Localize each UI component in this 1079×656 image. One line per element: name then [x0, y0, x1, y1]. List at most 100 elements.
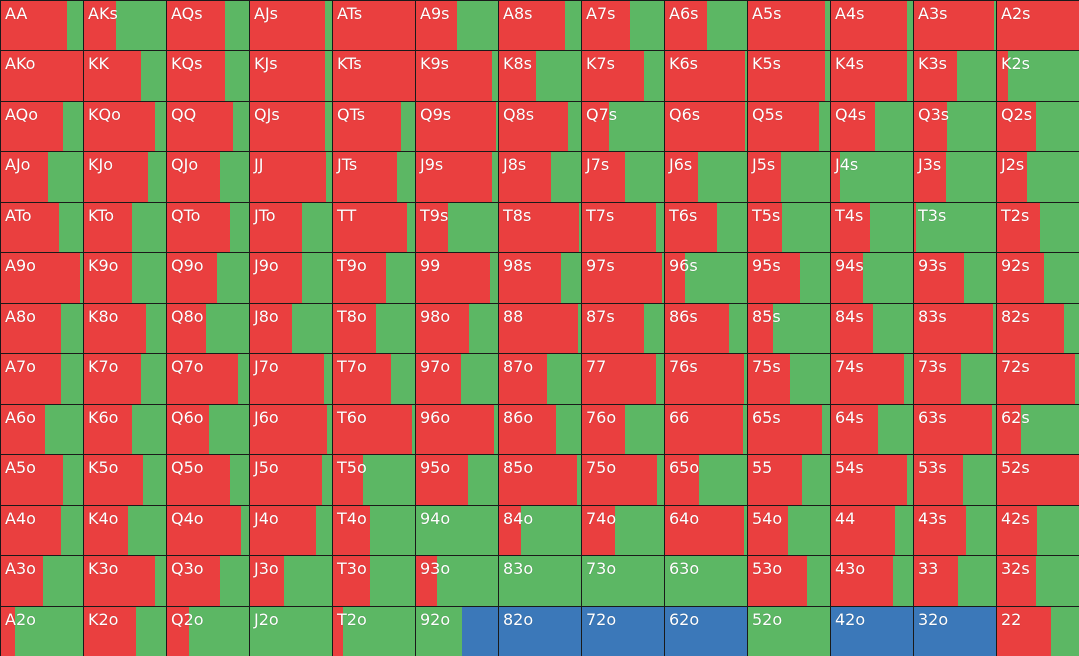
hand-cell[interactable]: K5s	[748, 51, 830, 101]
hand-cell[interactable]: KK	[84, 51, 166, 101]
hand-cell[interactable]: T9o	[333, 253, 415, 303]
hand-cell[interactable]: 72s	[997, 354, 1079, 404]
hand-cell[interactable]: ATo	[1, 203, 83, 252]
hand-cell[interactable]: QTo	[167, 203, 249, 252]
hand-cell[interactable]: J2o	[250, 607, 332, 656]
hand-cell[interactable]: JJ	[250, 152, 332, 202]
hand-cell[interactable]: JTo	[250, 203, 332, 252]
hand-cell[interactable]: 86o	[499, 405, 581, 454]
hand-cell[interactable]: 83o	[499, 556, 581, 606]
hand-cell[interactable]: 54s	[831, 455, 913, 505]
hand-cell[interactable]: 83s	[914, 304, 996, 353]
hand-cell[interactable]: K5o	[84, 455, 166, 505]
hand-cell[interactable]: J6s	[665, 152, 747, 202]
hand-cell[interactable]: QJs	[250, 102, 332, 151]
hand-cell[interactable]: QTs	[333, 102, 415, 151]
hand-cell[interactable]: T2s	[997, 203, 1079, 252]
hand-cell[interactable]: 43o	[831, 556, 913, 606]
hand-cell[interactable]: Q9o	[167, 253, 249, 303]
hand-cell[interactable]: K9s	[416, 51, 498, 101]
hand-cell[interactable]: 52o	[748, 607, 830, 656]
hand-cell[interactable]: Q4o	[167, 506, 249, 555]
hand-cell[interactable]: AQs	[167, 1, 249, 50]
hand-cell[interactable]: J5s	[748, 152, 830, 202]
hand-cell[interactable]: Q5s	[748, 102, 830, 151]
hand-cell[interactable]: 92s	[997, 253, 1079, 303]
hand-cell[interactable]: A2s	[997, 1, 1079, 50]
hand-cell[interactable]: 86s	[665, 304, 747, 353]
hand-cell[interactable]: 97o	[416, 354, 498, 404]
hand-cell[interactable]: Q2o	[167, 607, 249, 656]
hand-cell[interactable]: TT	[333, 203, 415, 252]
hand-cell[interactable]: KTo	[84, 203, 166, 252]
hand-cell[interactable]: 93o	[416, 556, 498, 606]
hand-cell[interactable]: T5s	[748, 203, 830, 252]
hand-cell[interactable]: 76s	[665, 354, 747, 404]
hand-cell[interactable]: QQ	[167, 102, 249, 151]
hand-cell[interactable]: A4o	[1, 506, 83, 555]
hand-cell[interactable]: AQo	[1, 102, 83, 151]
hand-cell[interactable]: Q8s	[499, 102, 581, 151]
hand-cell[interactable]: J6o	[250, 405, 332, 454]
hand-cell[interactable]: T7s	[582, 203, 664, 252]
hand-cell[interactable]: 22	[997, 607, 1079, 656]
hand-cell[interactable]: T3s	[914, 203, 996, 252]
hand-cell[interactable]: J9s	[416, 152, 498, 202]
hand-cell[interactable]: T6o	[333, 405, 415, 454]
hand-cell[interactable]: J9o	[250, 253, 332, 303]
hand-cell[interactable]: T3o	[333, 556, 415, 606]
hand-cell[interactable]: 62s	[997, 405, 1079, 454]
hand-cell[interactable]: K2s	[997, 51, 1079, 101]
hand-cell[interactable]: 82o	[499, 607, 581, 656]
hand-cell[interactable]: 63s	[914, 405, 996, 454]
hand-cell[interactable]: KQs	[167, 51, 249, 101]
hand-cell[interactable]: KJs	[250, 51, 332, 101]
hand-cell[interactable]: 74o	[582, 506, 664, 555]
hand-cell[interactable]: 64s	[831, 405, 913, 454]
hand-cell[interactable]: Q9s	[416, 102, 498, 151]
hand-cell[interactable]: JTs	[333, 152, 415, 202]
hand-cell[interactable]: 43s	[914, 506, 996, 555]
hand-cell[interactable]: 32o	[914, 607, 996, 656]
hand-cell[interactable]: A6o	[1, 405, 83, 454]
hand-cell[interactable]: 64o	[665, 506, 747, 555]
hand-cell[interactable]: 66	[665, 405, 747, 454]
hand-cell[interactable]: 73o	[582, 556, 664, 606]
hand-cell[interactable]: K7s	[582, 51, 664, 101]
hand-cell[interactable]: 96o	[416, 405, 498, 454]
hand-cell[interactable]: AJs	[250, 1, 332, 50]
hand-cell[interactable]: K3o	[84, 556, 166, 606]
hand-cell[interactable]: 52s	[997, 455, 1079, 505]
hand-cell[interactable]: AJo	[1, 152, 83, 202]
hand-cell[interactable]: T9s	[416, 203, 498, 252]
hand-cell[interactable]: J5o	[250, 455, 332, 505]
hand-cell[interactable]: ATs	[333, 1, 415, 50]
hand-cell[interactable]: 53s	[914, 455, 996, 505]
hand-cell[interactable]: 94o	[416, 506, 498, 555]
hand-cell[interactable]: 62o	[665, 607, 747, 656]
hand-cell[interactable]: K8s	[499, 51, 581, 101]
hand-cell[interactable]: T5o	[333, 455, 415, 505]
hand-cell[interactable]: A6s	[665, 1, 747, 50]
hand-cell[interactable]: 44	[831, 506, 913, 555]
hand-cell[interactable]: K2o	[84, 607, 166, 656]
hand-cell[interactable]: 65s	[748, 405, 830, 454]
hand-cell[interactable]: K8o	[84, 304, 166, 353]
hand-cell[interactable]: 92o	[416, 607, 498, 656]
hand-cell[interactable]: 94s	[831, 253, 913, 303]
hand-cell[interactable]: J4s	[831, 152, 913, 202]
hand-cell[interactable]: 99	[416, 253, 498, 303]
hand-cell[interactable]: KQo	[84, 102, 166, 151]
hand-cell[interactable]: QJo	[167, 152, 249, 202]
hand-cell[interactable]: Q6s	[665, 102, 747, 151]
hand-cell[interactable]: J7s	[582, 152, 664, 202]
hand-cell[interactable]: KTs	[333, 51, 415, 101]
hand-cell[interactable]: T4s	[831, 203, 913, 252]
hand-cell[interactable]: A2o	[1, 607, 83, 656]
hand-cell[interactable]: T8s	[499, 203, 581, 252]
hand-cell[interactable]: Q4s	[831, 102, 913, 151]
hand-cell[interactable]: 95o	[416, 455, 498, 505]
hand-cell[interactable]: A5o	[1, 455, 83, 505]
hand-cell[interactable]: K4s	[831, 51, 913, 101]
hand-cell[interactable]: 77	[582, 354, 664, 404]
